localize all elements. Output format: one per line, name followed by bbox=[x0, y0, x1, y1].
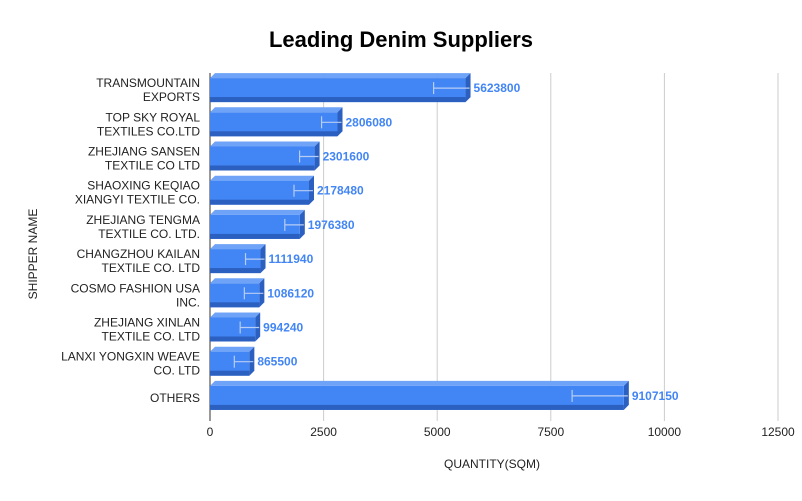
bar-bottom-shade bbox=[210, 131, 338, 137]
x-axis-title: QUANTITY(SQM) bbox=[444, 457, 540, 471]
data-label: 865500 bbox=[257, 355, 297, 369]
data-label: 994240 bbox=[263, 321, 303, 335]
bar-bottom-shade bbox=[210, 97, 466, 103]
category-label-line: ZHEJIANG XINLAN bbox=[94, 316, 200, 330]
category-label-line: ZHEJIANG TENGMA bbox=[86, 213, 200, 227]
category-label-line: SHAOXING KEQIAO bbox=[87, 179, 200, 193]
data-label: 5623800 bbox=[474, 81, 521, 95]
data-label: 2178480 bbox=[317, 184, 364, 198]
bar-top-face bbox=[210, 175, 314, 181]
category-label-line: TOP SKY ROYAL bbox=[106, 110, 201, 124]
bar-group: 865500 bbox=[210, 346, 298, 376]
bar-top-face bbox=[210, 312, 261, 318]
category-label-line: OTHERS bbox=[150, 391, 200, 405]
x-tick-label: 5000 bbox=[424, 425, 451, 439]
bar-group: 5623800 bbox=[210, 73, 521, 103]
bar-bottom-shade bbox=[210, 404, 624, 410]
bar-group: 2178480 bbox=[210, 175, 364, 205]
category-label-line: TEXTILE CO. LTD. bbox=[98, 227, 200, 241]
bar-group: 2301600 bbox=[210, 141, 370, 171]
bar-bottom-shade bbox=[210, 336, 256, 342]
category-label: LANXI YONGXIN WEAVE CO. LTD bbox=[61, 350, 200, 378]
bar-bottom-shade bbox=[210, 302, 260, 308]
bar-bottom-shade bbox=[210, 165, 315, 171]
category-label: COSMO FASHION USA INC. bbox=[71, 281, 200, 309]
x-tick-label: 0 bbox=[207, 425, 214, 439]
bar-group: 2806080 bbox=[210, 107, 393, 137]
category-label: TOP SKY ROYAL TEXTILES CO.LTD bbox=[97, 110, 200, 138]
category-label-line: TEXTILES CO.LTD bbox=[97, 124, 200, 138]
data-label: 2806080 bbox=[346, 115, 393, 129]
category-label-line: XIANGYI TEXTILE CO. bbox=[75, 193, 200, 207]
category-label: OTHERS bbox=[150, 391, 200, 405]
bar-bottom-shade bbox=[210, 370, 250, 376]
bar-top-face bbox=[210, 141, 320, 147]
data-label: 9107150 bbox=[632, 389, 679, 403]
bar-top-face bbox=[210, 346, 255, 352]
chart-title: Leading Denim Suppliers bbox=[269, 27, 533, 52]
data-label: 1086120 bbox=[267, 286, 314, 300]
bar-top-face bbox=[210, 244, 266, 250]
bar-top-face bbox=[210, 107, 343, 113]
category-label-line: ZHEJIANG SANSEN bbox=[88, 145, 200, 159]
category-label-line: LANXI YONGXIN WEAVE bbox=[61, 350, 200, 364]
category-label-line: CHANGZHOU KAILAN bbox=[77, 247, 200, 261]
category-label-line: COSMO FASHION USA bbox=[71, 281, 200, 295]
bar-group: 1086120 bbox=[210, 278, 314, 308]
bar-bottom-shade bbox=[210, 199, 309, 205]
bar-bottom-shade bbox=[210, 268, 261, 274]
x-tick-label: 12500 bbox=[761, 425, 795, 439]
bars: 5623800 2806080 2301600 2178480 1976380 11119… bbox=[210, 73, 679, 410]
category-label: TRANSMOUNTAIN EXPORTS bbox=[96, 76, 200, 104]
category-label: CHANGZHOU KAILAN TEXTILE CO. LTD bbox=[77, 247, 201, 275]
x-tick-label: 7500 bbox=[537, 425, 564, 439]
category-label-line: EXPORTS bbox=[143, 90, 200, 104]
category-label-line: TEXTILE CO LTD bbox=[105, 159, 200, 173]
category-label-line: CO. LTD bbox=[154, 364, 201, 378]
category-label-line: INC. bbox=[176, 295, 200, 309]
category-label: ZHEJIANG TENGMA TEXTILE CO. LTD. bbox=[86, 213, 200, 241]
bar-top-face bbox=[210, 73, 471, 79]
category-label-line: TRANSMOUNTAIN bbox=[96, 76, 200, 90]
x-tick-label: 10000 bbox=[648, 425, 682, 439]
x-tick-label: 2500 bbox=[310, 425, 337, 439]
category-label-line: TEXTILE CO. LTD bbox=[102, 330, 201, 344]
x-tick-labels: 0 2500 5000 7500 10000 12500 bbox=[207, 425, 795, 439]
category-label: ZHEJIANG SANSEN TEXTILE CO LTD bbox=[88, 145, 200, 173]
data-label: 2301600 bbox=[323, 150, 370, 164]
bar-group: 1111940 bbox=[210, 244, 314, 274]
bar-bottom-shade bbox=[210, 233, 300, 239]
bar-group: 1976380 bbox=[210, 209, 355, 239]
bar-top-face bbox=[210, 209, 305, 215]
bar-top-face bbox=[210, 278, 265, 284]
category-label-line: TEXTILE CO. LTD bbox=[102, 261, 201, 275]
y-axis-title: SHIPPER NAME bbox=[26, 209, 40, 300]
category-label: ZHEJIANG XINLAN TEXTILE CO. LTD bbox=[94, 316, 200, 344]
bar-top-face bbox=[210, 380, 629, 386]
data-label: 1976380 bbox=[308, 218, 355, 232]
category-label: SHAOXING KEQIAO XIANGYI TEXTILE CO. bbox=[75, 179, 200, 207]
data-label: 1111940 bbox=[269, 252, 314, 266]
bar-group: 994240 bbox=[210, 312, 304, 342]
bar-group: 9107150 bbox=[210, 380, 679, 410]
